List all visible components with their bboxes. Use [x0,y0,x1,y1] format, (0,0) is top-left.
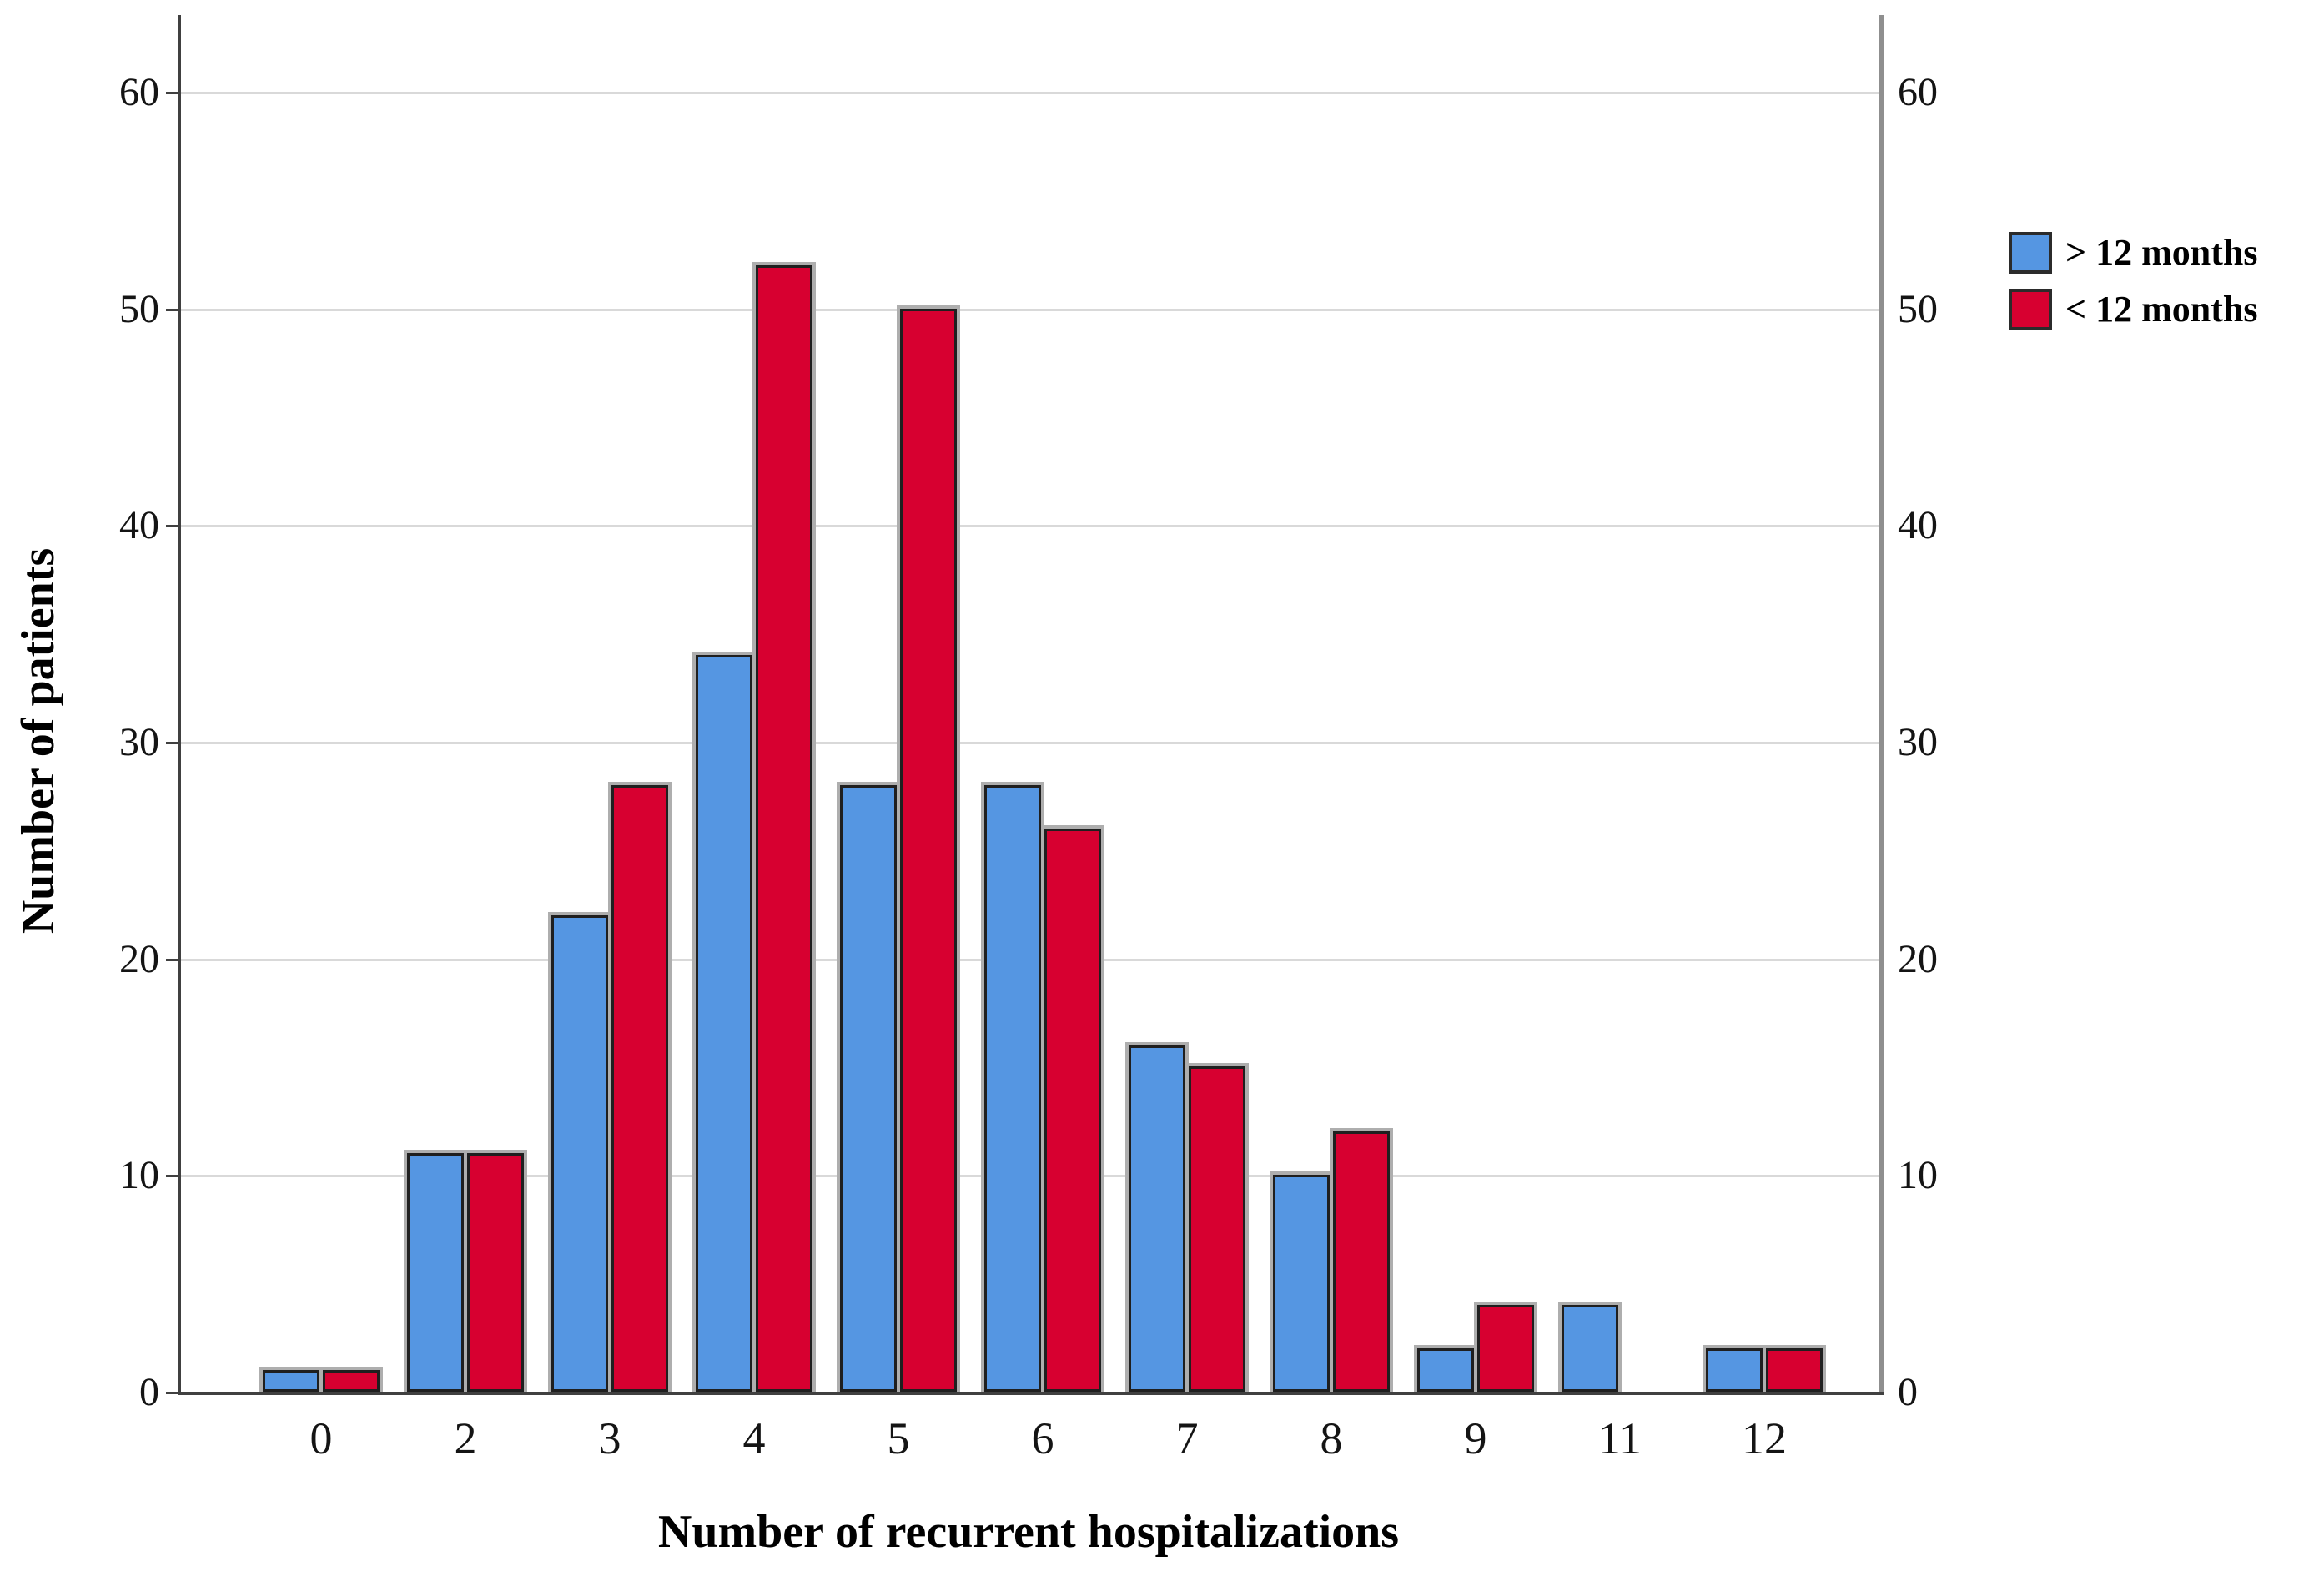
y-axis-right [1879,15,1884,1395]
bar-series1-cat-2 [467,1153,524,1392]
y-tick-label-right-0: 0 [1898,1370,1918,1414]
bar-series1-cat-7 [1189,1066,1245,1392]
legend-swatch-gt12-months [2009,232,2052,274]
legend-row-lt12: < 12 months [2009,289,2257,330]
y-axis-left [178,15,181,1395]
x-tick-label-11: 11 [1598,1413,1642,1464]
x-tick-label-4: 4 [742,1413,766,1464]
bar-series0-cat-4 [696,655,752,1392]
bar-series0-cat-7 [1129,1045,1185,1392]
x-tick-label-3: 3 [598,1413,621,1464]
gridline-40 [178,525,1879,527]
y-tick-label-left-30: 30 [119,720,159,764]
gridline-60 [178,92,1879,94]
legend-label-gt12-months: > 12 months [2065,232,2258,273]
y-tick-label-left-20: 20 [119,937,159,981]
bar-series0-cat-8 [1273,1175,1330,1392]
x-tick-label-0: 0 [309,1413,333,1464]
x-tick-label-12: 12 [1742,1413,1787,1464]
legend-swatch-lt12-months [2009,289,2052,330]
y-tick-label-right-60: 60 [1898,70,1938,114]
x-tick-label-5: 5 [887,1413,910,1464]
bar-series0-cat-5 [840,785,897,1392]
x-tick-label-9: 9 [1464,1413,1487,1464]
y-tick-left-10 [166,1175,178,1177]
y-tick-label-right-20: 20 [1898,937,1938,981]
bar-series1-cat-8 [1333,1131,1390,1392]
bar-series0-cat-2 [407,1153,464,1392]
bar-series1-cat-0 [323,1370,380,1392]
y-tick-label-right-40: 40 [1898,503,1938,547]
x-tick-label-7: 7 [1175,1413,1199,1464]
y-tick-label-left-0: 0 [139,1370,159,1414]
gridline-30 [178,742,1879,744]
y-tick-left-30 [166,742,178,744]
bar-series1-cat-6 [1044,829,1101,1392]
bar-series0-cat-12 [1706,1348,1763,1392]
bar-series1-cat-12 [1766,1348,1823,1392]
y-tick-label-right-10: 10 [1898,1153,1938,1197]
bar-series0-cat-6 [984,785,1041,1392]
x-tick-label-6: 6 [1031,1413,1054,1464]
bar-series0-cat-9 [1417,1348,1474,1392]
x-axis [178,1392,1884,1395]
x-axis-title: Number of recurrent hospitalizations [657,1506,1400,1558]
y-tick-left-50 [166,309,178,311]
x-tick-label-2: 2 [454,1413,477,1464]
bar-series1-cat-3 [611,785,668,1392]
y-tick-label-right-50: 50 [1898,287,1938,331]
legend-label-lt12-months: < 12 months [2065,289,2258,330]
bar-series1-cat-5 [900,309,957,1392]
bar-series0-cat-11 [1562,1305,1618,1392]
gridline-50 [178,309,1879,311]
legend-row-gt12: > 12 months [2009,232,2257,274]
bar-series1-cat-9 [1477,1305,1534,1392]
y-tick-label-left-10: 10 [119,1153,159,1197]
y-tick-left-20 [166,959,178,961]
y-axis-title: Number of patients [13,547,64,935]
y-tick-left-60 [166,92,178,94]
bar-series0-cat-0 [263,1370,319,1392]
y-tick-left-0 [166,1392,178,1394]
bar-series0-cat-3 [551,915,608,1392]
bar-series1-cat-4 [756,265,812,1392]
legend: > 12 months < 12 months [2009,232,2257,345]
y-tick-left-40 [166,525,178,527]
y-tick-label-left-50: 50 [119,287,159,331]
y-tick-label-left-60: 60 [119,70,159,114]
y-tick-label-right-30: 30 [1898,720,1938,764]
x-tick-label-8: 8 [1320,1413,1343,1464]
y-tick-label-left-40: 40 [119,503,159,547]
